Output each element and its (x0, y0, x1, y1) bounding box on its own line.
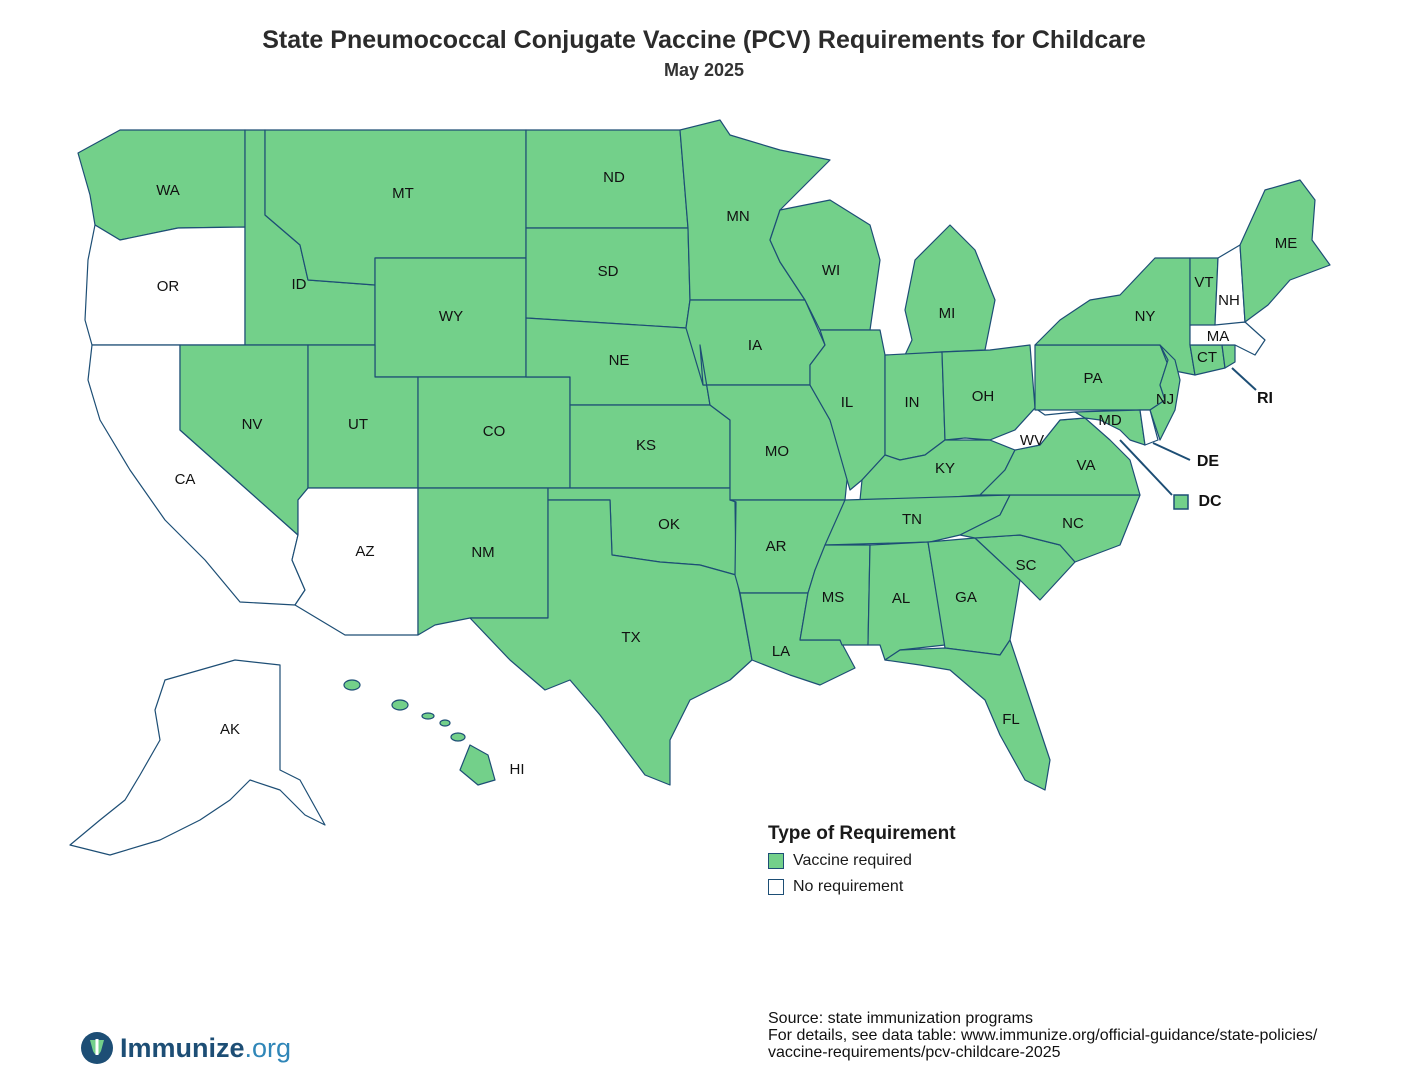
label-AK: AK (220, 721, 240, 738)
label-NC: NC (1062, 515, 1084, 532)
legend: Type of Requirement Vaccine required No … (768, 823, 1068, 903)
state-RI[interactable] (1221, 344, 1236, 369)
state-DC[interactable] (1173, 494, 1189, 510)
label-TX: TX (621, 629, 640, 646)
label-MS: MS (822, 589, 845, 606)
immunize-logo: Immunize.org (80, 1028, 291, 1068)
label-ID: ID (292, 276, 307, 293)
state-TX[interactable] (469, 499, 753, 786)
label-PA: PA (1084, 370, 1103, 387)
label-KS: KS (636, 437, 656, 454)
source-line: Source: state immunization programs (768, 1010, 1033, 1027)
label-ND: ND (603, 169, 625, 186)
immunize-logo-icon (81, 1032, 113, 1064)
label-NJ: NJ (1156, 391, 1174, 408)
label-CO: CO (483, 423, 506, 440)
label-NV: NV (242, 416, 263, 433)
legend-item-no-requirement: No requirement (768, 877, 1068, 897)
label-CA: CA (175, 471, 196, 488)
source-note: Source: state immunization programs For … (768, 1010, 1398, 1061)
label-NY: NY (1135, 308, 1156, 325)
label-MT: MT (392, 185, 414, 202)
label-IA: IA (748, 337, 762, 354)
label-OK: OK (658, 516, 680, 533)
label-RI: RI (1257, 390, 1273, 407)
legend-swatch-no-requirement (768, 879, 784, 895)
state-AK[interactable] (69, 659, 326, 856)
label-OR: OR (157, 278, 180, 295)
label-VT: VT (1194, 274, 1213, 291)
logo-suffix: .org (244, 1032, 292, 1063)
label-VA: VA (1077, 457, 1096, 474)
map-title: State Pneumococcal Conjugate Vaccine (PC… (262, 26, 1146, 54)
label-DC: DC (1198, 493, 1222, 510)
label-WY: WY (439, 308, 463, 325)
label-MA: MA (1207, 328, 1230, 345)
label-WV: WV (1020, 432, 1044, 449)
state-VT[interactable] (1189, 257, 1219, 326)
state-NM[interactable] (417, 487, 549, 636)
legend-title: Type of Requirement (768, 823, 956, 844)
label-AL: AL (892, 590, 910, 607)
state-NJ[interactable] (1149, 344, 1181, 441)
legend-item-vaccine-required: Vaccine required (768, 851, 1068, 871)
label-TN: TN (902, 511, 922, 528)
state-AZ[interactable] (291, 487, 419, 636)
state-NC[interactable] (959, 494, 1141, 563)
state-HI[interactable] (343, 679, 496, 786)
label-WI: WI (822, 262, 840, 279)
state-FL[interactable] (884, 639, 1051, 791)
label-MN: MN (726, 208, 749, 225)
label-NM: NM (471, 544, 494, 561)
label-WA: WA (156, 182, 180, 199)
label-IN: IN (905, 394, 920, 411)
label-GA: GA (955, 589, 977, 606)
map-subtitle: May 2025 (663, 60, 745, 80)
label-HI: HI (510, 761, 525, 778)
label-OH: OH (972, 388, 995, 405)
state-MI[interactable] (904, 224, 996, 356)
state-DE[interactable] (1139, 409, 1159, 446)
label-MD: MD (1098, 412, 1121, 429)
label-UT: UT (348, 416, 368, 433)
label-MI: MI (939, 305, 956, 322)
label-ME: ME (1275, 235, 1298, 252)
logo-brand: Immunize (120, 1032, 245, 1063)
label-DE: DE (1197, 453, 1220, 470)
label-NH: NH (1218, 292, 1240, 309)
logo-text: Immunize.org (120, 1033, 291, 1064)
label-AZ: AZ (355, 543, 374, 560)
state-ME[interactable] (1239, 179, 1331, 323)
details-line: For details, see data table: www.immuniz… (768, 1027, 1318, 1044)
label-IL: IL (841, 394, 854, 411)
label-FL: FL (1002, 711, 1020, 728)
legend-label-no-requirement: No requirement (793, 878, 904, 895)
leader-lines (1119, 367, 1257, 496)
label-AR: AR (766, 538, 787, 555)
label-SD: SD (598, 263, 619, 280)
legend-label-vaccine-required: Vaccine required (793, 852, 912, 869)
label-LA: LA (772, 643, 790, 660)
details-url-line: vaccine-requirements/pcv-childcare-2025 (768, 1044, 1061, 1061)
label-SC: SC (1016, 557, 1037, 574)
label-NE: NE (609, 352, 630, 369)
state-IL[interactable] (809, 329, 886, 491)
legend-swatch-vaccine-required (768, 853, 784, 869)
label-MO: MO (765, 443, 789, 460)
label-KY: KY (935, 460, 955, 477)
label-CT: CT (1197, 349, 1217, 366)
